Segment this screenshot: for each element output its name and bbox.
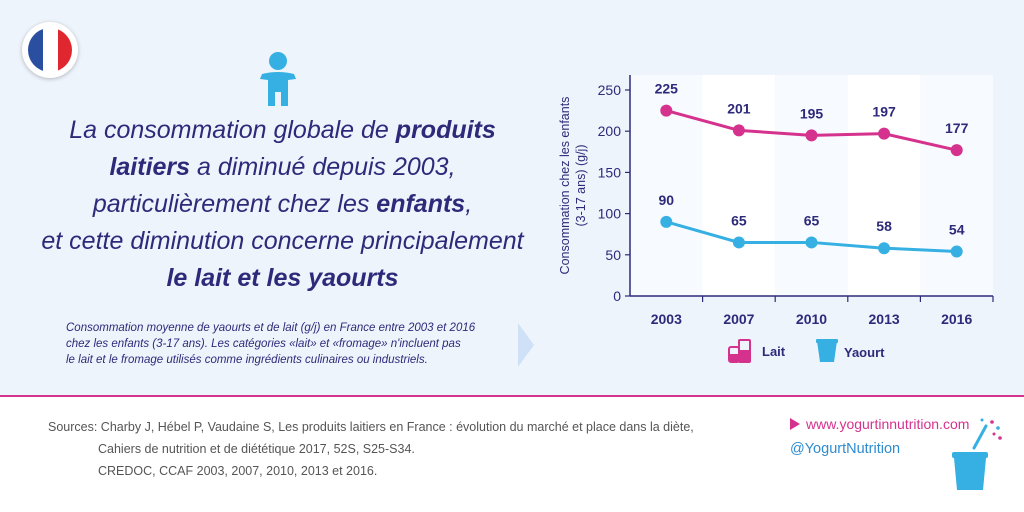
- data-label-yaourt: 90: [659, 192, 675, 208]
- data-label-yaourt: 65: [731, 212, 747, 228]
- data-point-yaourt: [878, 242, 891, 255]
- data-label-yaourt: 58: [876, 218, 892, 234]
- line-chart: 0 50 100 150 200 250 2003 2007 2010 2013 2016 Conso…: [558, 75, 994, 327]
- plot-column-1: [702, 75, 776, 296]
- data-point-lait: [950, 144, 963, 157]
- plot-column-3: [847, 75, 921, 296]
- france-flag-icon: [22, 22, 78, 78]
- arrow-icon: [518, 323, 534, 367]
- data-point-yaourt: [732, 236, 745, 249]
- data-label-lait: 197: [872, 104, 896, 120]
- data-label-yaourt: 54: [949, 222, 965, 238]
- y-axis-label-line1: Consommation chez les enfants: [558, 97, 572, 275]
- website-link[interactable]: www.yogurtinnutrition.com: [790, 416, 969, 432]
- x-tick-label: 2016: [941, 311, 972, 327]
- child-icon: [260, 52, 296, 106]
- x-tick-label: 2013: [869, 311, 900, 327]
- legend-yaourt: Yaourt: [844, 345, 885, 360]
- data-point-lait: [732, 124, 745, 137]
- data-point-lait: [805, 129, 818, 142]
- data-label-lait: 225: [655, 81, 679, 97]
- data-label-lait: 201: [727, 100, 751, 116]
- data-point-yaourt: [660, 215, 673, 228]
- y-tick-label: 50: [605, 247, 621, 263]
- plot-column-4: [920, 75, 993, 296]
- x-tick-label: 2003: [651, 311, 682, 327]
- data-label-lait: 177: [945, 120, 969, 136]
- y-tick-label: 0: [613, 288, 621, 304]
- chart-note: Consommation moyenne de yaourts et de la…: [66, 322, 476, 366]
- play-icon: [790, 418, 800, 430]
- data-point-yaourt: [805, 236, 818, 249]
- y-tick-label: 100: [598, 206, 622, 222]
- y-tick-label: 200: [598, 123, 622, 139]
- yogurt-logo-icon: [952, 418, 1002, 490]
- milk-icon: [728, 339, 751, 363]
- y-tick-label: 150: [598, 164, 622, 180]
- pink-divider: [0, 395, 1024, 397]
- yogurt-icon: [816, 339, 838, 362]
- plot-column-2: [775, 75, 848, 296]
- data-point-lait: [878, 127, 891, 140]
- sources: Sources: Charby J, Hébel P, Vaudaine S, …: [48, 420, 694, 478]
- y-tick-label: 250: [598, 82, 622, 98]
- legend-lait: Lait: [762, 344, 786, 359]
- data-point-yaourt: [950, 245, 963, 258]
- y-axis-label-line2: (3-17 ans) (g/j): [574, 145, 588, 227]
- x-tick-label: 2007: [723, 311, 754, 327]
- twitter-handle[interactable]: @YogurtNutrition: [790, 441, 901, 457]
- data-label-yaourt: 65: [804, 212, 820, 228]
- data-label-lait: 195: [800, 105, 824, 121]
- headline: La consommation globale de produits lait…: [41, 116, 524, 292]
- x-tick-label: 2010: [796, 311, 827, 327]
- data-point-lait: [660, 104, 673, 117]
